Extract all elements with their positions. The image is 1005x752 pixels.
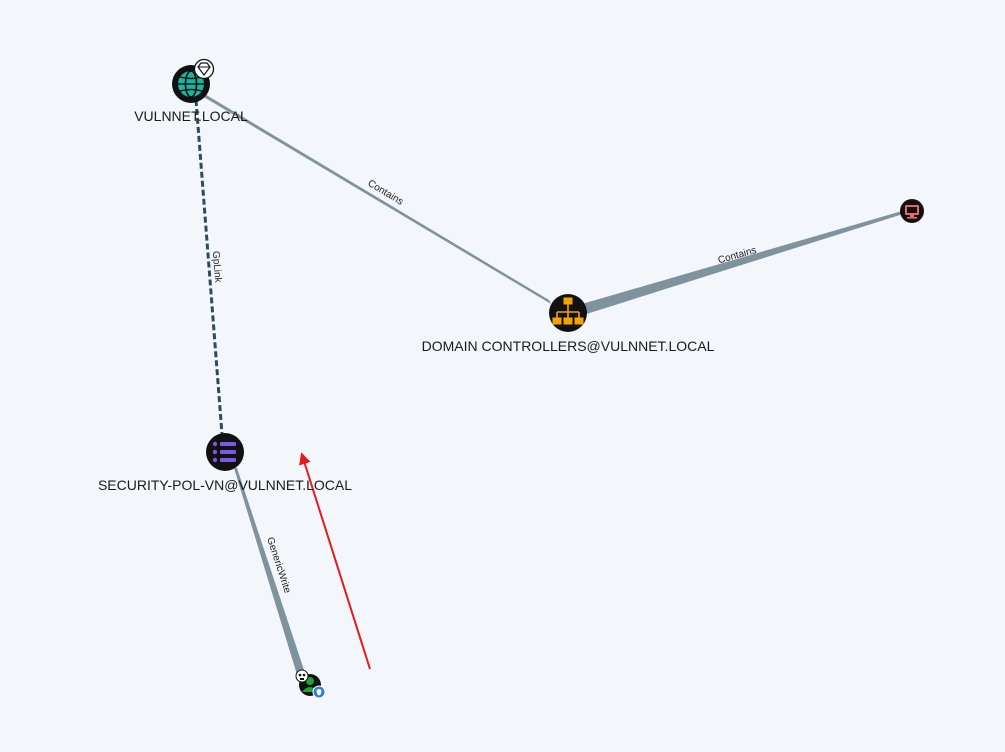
gpo-node-label: SECURITY-POL-VN@VULNNET.LOCAL [98,477,352,493]
edge-domain-gpo-label: GpLink [210,251,224,284]
edge-gpo-user-line [234,468,306,678]
red-annotation-arrow [299,452,371,670]
node-ou-domain-controllers[interactable]: DOMAIN CONTROLLERS@VULNNET.LOCAL [422,294,715,354]
edge-ou-computer-line [575,211,903,317]
edge-ou-contains-computer[interactable]: Contains [575,211,903,317]
desktop-icon [905,205,919,219]
edge-domain-ou-line [192,90,551,304]
edge-user-genericwrite-gpo[interactable]: GenericWrite [234,468,306,678]
shield-icon [312,685,326,699]
edge-domain-gplink-gpo[interactable]: GpLink [194,99,224,435]
ou-node-label: DOMAIN CONTROLLERS@VULNNET.LOCAL [422,338,715,354]
globe-icon [178,70,204,98]
diamond-icon [193,58,215,80]
edge-domain-gpo-line [194,99,224,435]
node-computer[interactable] [900,199,924,223]
node-user[interactable] [295,669,326,699]
domain-node-label: VULNNET.LOCAL [134,108,248,124]
sitemap-icon [552,297,584,325]
node-gpo-security-pol-vn[interactable]: SECURITY-POL-VN@VULNNET.LOCAL [98,433,352,493]
node-domain[interactable]: VULNNET.LOCAL [134,58,248,125]
list-icon [212,441,236,463]
skull-icon [295,669,309,683]
